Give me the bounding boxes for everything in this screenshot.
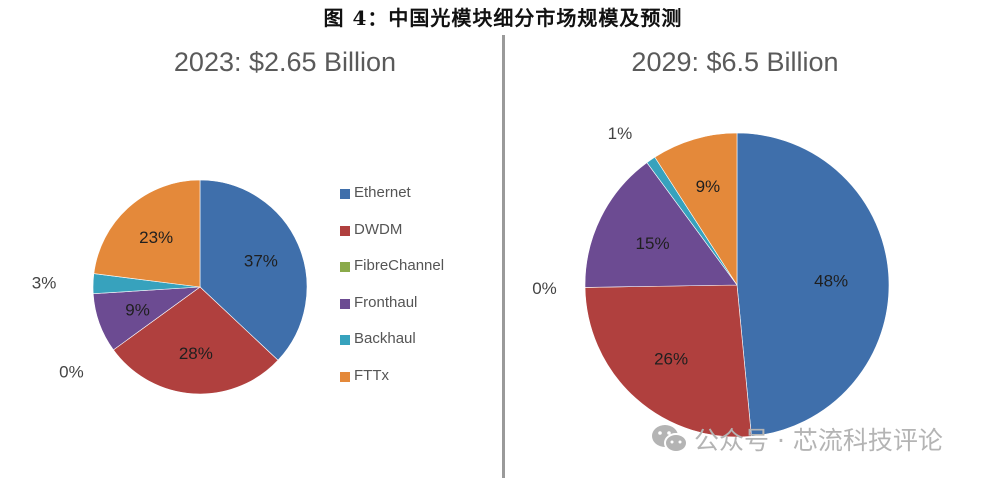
legend-label: FibreChannel — [354, 257, 445, 274]
legend-label: Fronthaul — [354, 293, 418, 311]
pie-slice-fttx — [654, 132, 738, 287]
legend-swatch — [340, 335, 350, 345]
legend-swatch — [340, 371, 350, 382]
legend: Ethernet DWDM FibreChannel Fronthaul Bac… — [340, 184, 444, 403]
pie-label-fibrechannel: 0% — [532, 279, 557, 298]
legend-item-fibrechannel: FibreChannel — [340, 257, 444, 294]
pie-label-fttx: 9% — [696, 177, 721, 196]
pie-label-ethernet: 37% — [244, 252, 278, 271]
pie-label-backhaul: 3% — [32, 273, 57, 292]
pie-label-dwdm: 28% — [179, 344, 213, 363]
pie-label-fibrechannel: 0% — [59, 362, 84, 381]
divider — [502, 35, 505, 478]
legend-swatch — [340, 262, 350, 272]
legend-item-fronthaul: Fronthaul — [340, 294, 444, 331]
pie-label-fronthaul: 15% — [636, 234, 670, 253]
legend-label: DWDM — [354, 220, 403, 238]
pie-slice-fttx — [93, 179, 201, 288]
pie-label-dwdm: 26% — [654, 350, 688, 369]
figure-title: 图 4：中国光模块细分市场规模及预测 — [323, 6, 683, 30]
legend-item-fttx: FTTx — [340, 367, 444, 404]
legend-swatch — [340, 225, 350, 236]
pie-label-fttx: 23% — [139, 228, 173, 247]
pie-label-backhaul: 1% — [608, 124, 633, 143]
watermark: 公众号 · 芯流科技评论 — [650, 421, 943, 457]
legend-label: Backhaul — [354, 330, 416, 347]
legend-item-dwdm: DWDM — [340, 221, 444, 258]
pie-slice-dwdm — [113, 286, 279, 395]
legend-item-ethernet: Ethernet — [340, 184, 444, 221]
pie-slice-fronthaul — [584, 162, 738, 288]
watermark-text: 公众号 · 芯流科技评论 — [694, 426, 943, 455]
chart-title-2029: 2029: $6.5 Billion — [631, 47, 839, 77]
legend-swatch — [340, 189, 350, 199]
chart-title-2023: 2023: $2.65 Billion — [173, 47, 397, 77]
legend-label: Ethernet — [354, 184, 411, 201]
pie-label-ethernet: 48% — [814, 272, 848, 291]
legend-item-backhaul: Backhaul — [340, 330, 444, 367]
legend-swatch — [340, 298, 350, 309]
pie-slice-dwdm — [584, 284, 752, 438]
legend-label: FTTx — [354, 366, 389, 384]
wechat-icon — [650, 423, 690, 455]
pie-label-fronthaul: 9% — [125, 300, 150, 319]
pie-slice-ethernet — [736, 132, 890, 437]
pie-slice-ethernet — [199, 179, 308, 361]
